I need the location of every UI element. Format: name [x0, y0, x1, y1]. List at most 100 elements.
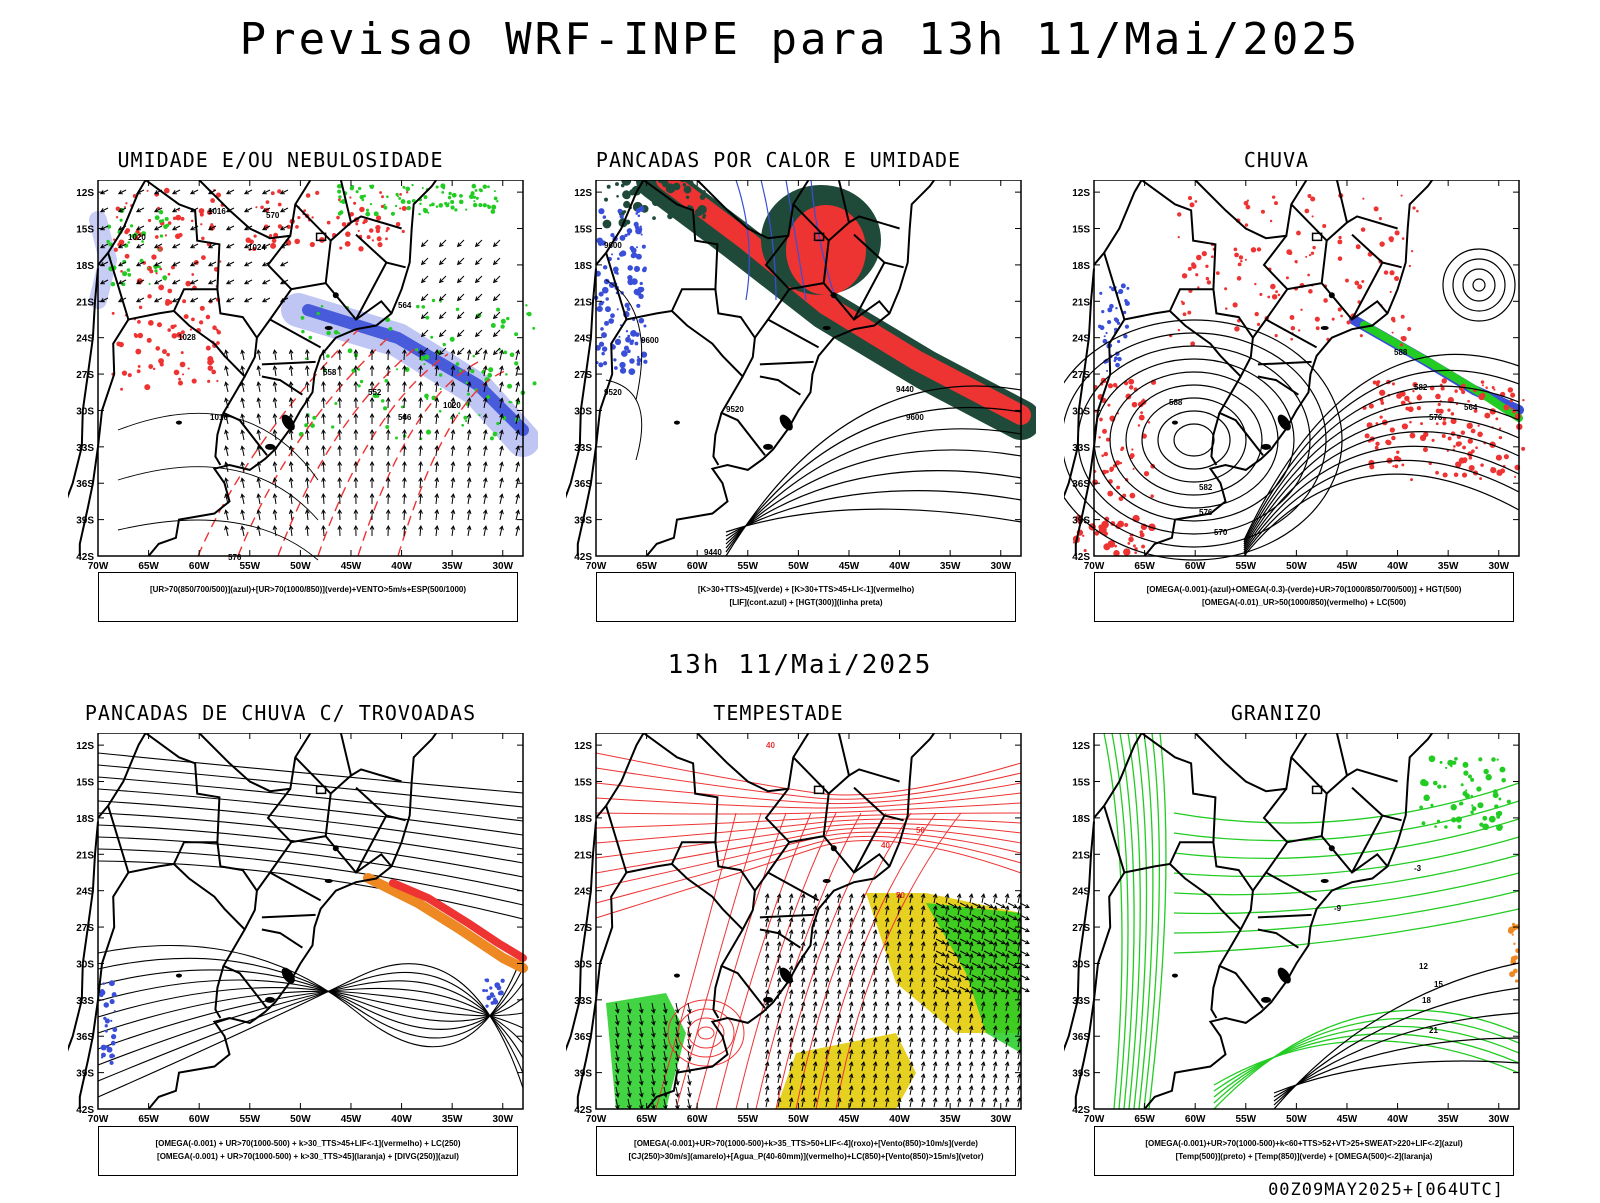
lon-tick-label: 65W: [636, 1114, 657, 1125]
lon-tick-label: 70W: [586, 561, 607, 572]
lat-tick-label: 21S: [1072, 850, 1090, 861]
lon-tick-label: 35W: [940, 1114, 961, 1125]
lat-tick-label: 27S: [1072, 370, 1090, 381]
lon-tick-label: 30W: [1488, 1114, 1509, 1125]
lon-tick-label: 40W: [391, 1114, 412, 1125]
lon-tick-label: 50W: [788, 561, 809, 572]
lon-tick-label: 50W: [788, 1114, 809, 1125]
contour-label: 558: [323, 368, 337, 377]
lat-tick-label: 27S: [76, 923, 94, 934]
legend-box-umidade: [UR>70(850/700/500)](azul)+[UR>70(1000/8…: [98, 572, 518, 622]
valid-time-subtitle: 13h 11/Mai/2025: [0, 650, 1600, 680]
lat-tick-label: 24S: [574, 334, 592, 345]
lat-tick-label: 27S: [76, 370, 94, 381]
lon-tick-label: 60W: [687, 561, 708, 572]
lon-tick-label: 40W: [889, 561, 910, 572]
legend-line: [OMEGA(-0.001) + UR>70(1000-500) + k>30_…: [99, 1150, 517, 1163]
lon-tick-label: 65W: [1134, 561, 1155, 572]
lon-tick-label: 35W: [940, 561, 961, 572]
lon-tick-label: 70W: [1084, 1114, 1105, 1125]
lat-tick-label: 30S: [1072, 959, 1090, 970]
lon-tick-label: 60W: [189, 561, 210, 572]
contour-label: 9520: [726, 405, 744, 414]
legend-line: [K>30+TTS>45](verde) + [K>30+TTS>45+LI<-…: [597, 583, 1015, 596]
legend-line: [OMEGA(-0.001)+UR>70(1000-500)+k>35_TTS>…: [597, 1137, 1015, 1150]
contour-label: 18: [1422, 996, 1431, 1005]
contour-label: 570: [1214, 528, 1228, 537]
lon-tick-label: 45W: [341, 561, 362, 572]
weather-map: 4050405012S15S18S21S24S27S30S33S36S39S42…: [566, 733, 1036, 1133]
lon-tick-label: 60W: [189, 1114, 210, 1125]
lon-tick-label: 55W: [738, 1114, 759, 1125]
lat-tick-label: 18S: [1072, 261, 1090, 272]
lon-tick-label: 30W: [492, 561, 513, 572]
lat-tick-label: 27S: [574, 923, 592, 934]
lon-tick-label: 65W: [138, 1114, 159, 1125]
lon-tick-label: 60W: [1185, 1114, 1206, 1125]
contour-label: 576: [1429, 413, 1443, 422]
panel-title: PANCADAS POR CALOR E UMIDADE: [566, 148, 991, 172]
contour-label: 9520: [604, 388, 622, 397]
lat-tick-label: 18S: [76, 814, 94, 825]
lat-tick-label: 21S: [1072, 297, 1090, 308]
contour-label: 588: [1394, 348, 1408, 357]
lat-tick-label: 33S: [1072, 443, 1090, 454]
lat-tick-label: 39S: [1072, 516, 1090, 527]
legend-line: [LIF](cont.azul) + [HGT(300)](linha pret…: [597, 596, 1015, 609]
legend-box-chuva: [OMEGA(-0.001)-(azul)+OMEGA(-0.3)-(verde…: [1094, 572, 1514, 622]
lat-tick-label: 24S: [1072, 334, 1090, 345]
legend-box-pancadas-trovoadas: [OMEGA(-0.001) + UR>70(1000-500) + k>30_…: [98, 1126, 518, 1176]
lat-tick-label: 12S: [574, 741, 592, 752]
legend-line: [OMEGA(-0.001)-(azul)+OMEGA(-0.3)-(verde…: [1095, 583, 1513, 596]
lat-tick-label: 36S: [574, 479, 592, 490]
lat-tick-label: 15S: [76, 225, 94, 236]
legend-line: [OMEGA(-0.001) + UR>70(1000-500) + k>30_…: [99, 1137, 517, 1150]
lat-tick-label: 36S: [574, 1032, 592, 1043]
lat-tick-label: 18S: [1072, 814, 1090, 825]
contour-label: 1028: [178, 333, 196, 342]
contour-label: 576: [1199, 508, 1213, 517]
panel-title: TEMPESTADE: [566, 701, 991, 725]
lat-tick-label: 39S: [76, 516, 94, 527]
contour-label: 564: [398, 301, 412, 310]
lat-tick-label: 30S: [76, 406, 94, 417]
lon-tick-label: 70W: [88, 1114, 109, 1125]
lon-tick-label: 45W: [839, 1114, 860, 1125]
lat-tick-label: 33S: [574, 996, 592, 1007]
lat-tick-label: 27S: [1072, 923, 1090, 934]
lat-tick-label: 30S: [76, 959, 94, 970]
lon-tick-label: 45W: [1337, 561, 1358, 572]
contour-label: -3: [1414, 864, 1422, 873]
lon-tick-label: 35W: [1438, 1114, 1459, 1125]
legend-box-pancadas-calor: [K>30+TTS>45](verde) + [K>30+TTS>45+LI<-…: [596, 572, 1016, 622]
lon-tick-label: 30W: [990, 1114, 1011, 1125]
lat-tick-label: 24S: [76, 887, 94, 898]
contour-label: -9: [1334, 904, 1342, 913]
contour-label: 582: [1199, 483, 1213, 492]
lat-tick-label: 24S: [1072, 887, 1090, 898]
lon-tick-label: 30W: [990, 561, 1011, 572]
contour-label: 12: [1419, 962, 1428, 971]
lon-tick-label: 35W: [442, 561, 463, 572]
legend-line: [CJ(250)>30m/s](amarelo)+[Agua_P(40-60mm…: [597, 1150, 1015, 1163]
contour-label: 1016: [210, 413, 228, 422]
lon-tick-label: 50W: [1286, 1114, 1307, 1125]
contour-label: 9600: [906, 413, 924, 422]
lat-tick-label: 33S: [76, 443, 94, 454]
contour-label: 1016: [208, 207, 226, 216]
lon-tick-label: 60W: [1185, 561, 1206, 572]
lon-tick-label: 55W: [1236, 1114, 1257, 1125]
lat-tick-label: 18S: [574, 261, 592, 272]
lat-tick-label: 12S: [76, 741, 94, 752]
lat-tick-label: 15S: [76, 778, 94, 789]
panel-title: GRANIZO: [1064, 701, 1489, 725]
lat-tick-label: 36S: [76, 1032, 94, 1043]
contour-label: 15: [1434, 980, 1443, 989]
lat-tick-label: 12S: [574, 188, 592, 199]
contour-label: 21: [1429, 1026, 1438, 1035]
lon-tick-label: 40W: [1387, 561, 1408, 572]
lon-tick-label: 45W: [1337, 1114, 1358, 1125]
lat-tick-label: 15S: [1072, 778, 1090, 789]
legend-line: [Temp(500)](preto) + [Temp(850)](verde) …: [1095, 1150, 1513, 1163]
